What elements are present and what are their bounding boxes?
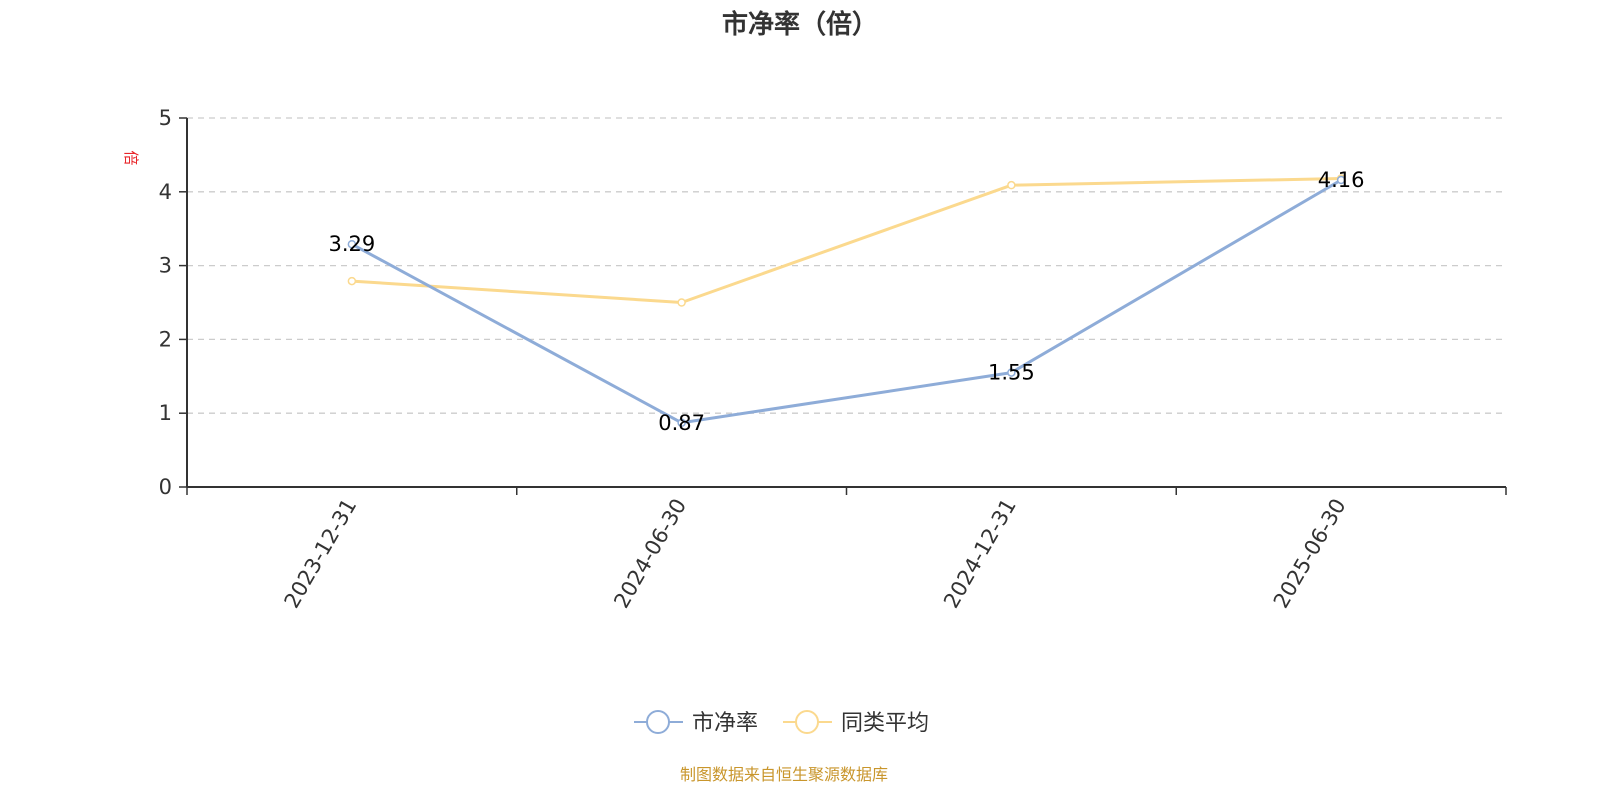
y-tick-label: 1 [159, 401, 172, 425]
data-label: 3.29 [328, 232, 375, 256]
data-point [1336, 175, 1346, 185]
axes: 0 1 2 3 4 5 2023-12-31 2024-06-30 2024-12-31 2025… [159, 106, 1507, 613]
legend-circle-icon [795, 710, 819, 734]
series-lines [347, 174, 1346, 428]
data-point [677, 298, 686, 307]
legend-circle-icon [646, 710, 670, 734]
series-line-0 [351, 178, 1342, 425]
x-tick-label: 2024-06-30 [609, 495, 691, 613]
data-labels: 3.29 0.87 1.55 4.16 [328, 168, 1364, 435]
legend[interactable]: 市净率 同类平均 [634, 710, 929, 736]
x-tick-label: 2025-06-30 [1269, 495, 1351, 613]
legend-label: 同类平均 [841, 711, 929, 736]
legend-label: 市净率 [692, 711, 758, 736]
data-label: 4.16 [1318, 168, 1365, 192]
x-tick-label: 2023-12-31 [280, 495, 362, 613]
y-tick-label: 0 [159, 475, 172, 499]
source-footer: 制图数据来自恒生聚源数据库 [680, 765, 888, 784]
data-point [1007, 368, 1016, 377]
data-point [1007, 180, 1016, 190]
series-line-1 [351, 177, 1342, 304]
data-point [347, 276, 357, 286]
y-axis-unit-label: 倍 [122, 150, 140, 165]
grid-lines [187, 117, 1506, 414]
x-tick-label: 2024-12-31 [939, 495, 1021, 613]
data-label: 0.87 [658, 411, 705, 435]
chart-title: 市净率（倍） [722, 9, 878, 40]
data-label: 1.55 [988, 361, 1035, 385]
legend-item-0[interactable]: 市净率 [634, 710, 758, 736]
y-tick-label: 5 [159, 106, 172, 130]
y-tick-label: 4 [159, 180, 172, 204]
data-point [347, 239, 357, 249]
legend-item-1[interactable]: 同类平均 [783, 710, 929, 736]
data-point [677, 418, 686, 428]
y-tick-label: 2 [159, 327, 172, 351]
y-tick-label: 3 [159, 254, 172, 278]
